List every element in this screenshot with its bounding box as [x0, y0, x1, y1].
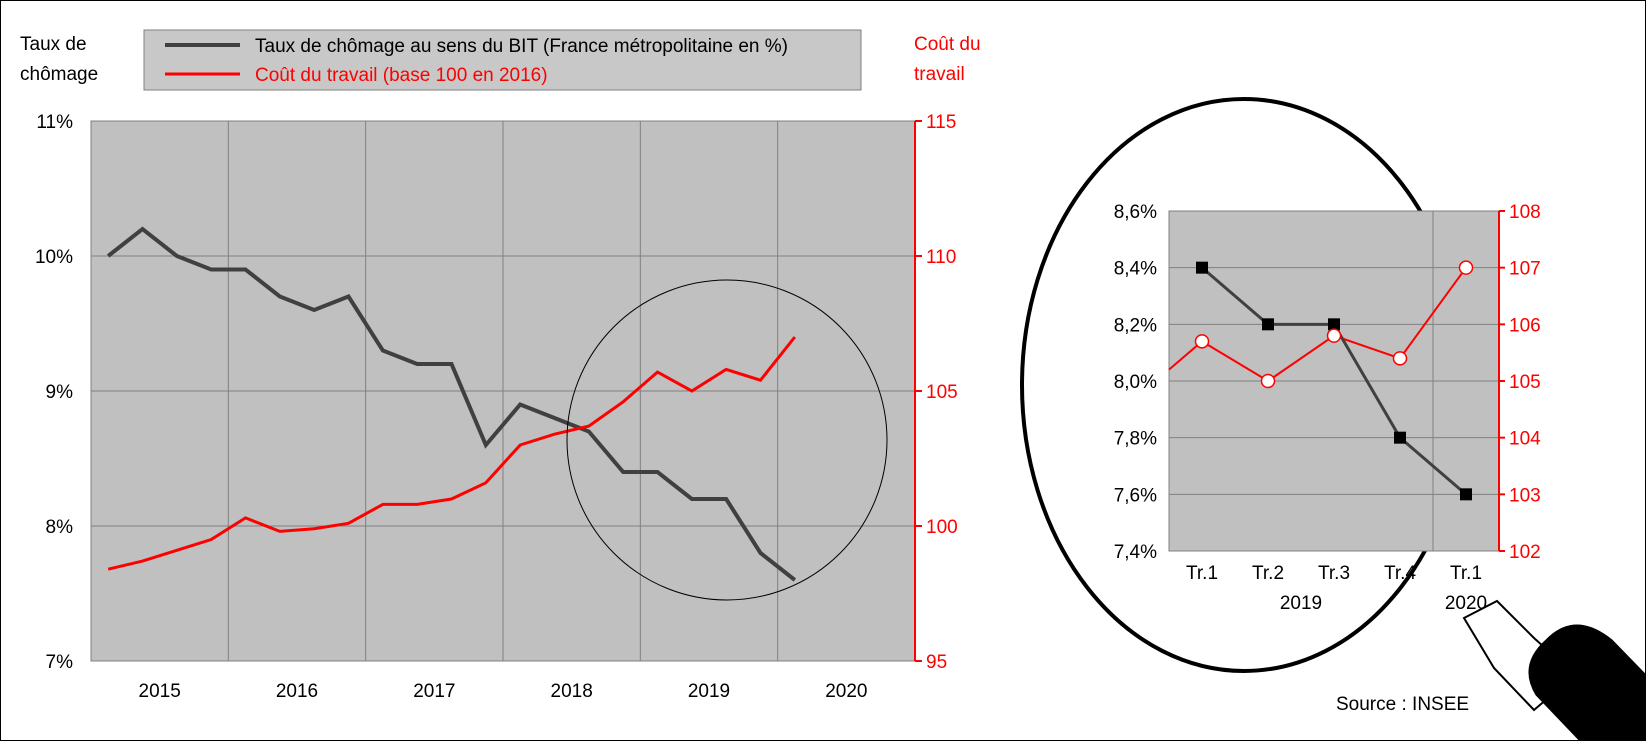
zoom-labour-cost-marker	[1326, 328, 1342, 343]
zoom-x-tick-label: Tr.3	[1318, 563, 1350, 584]
main-series-unemployment-line	[106, 226, 797, 582]
source-note: Source : INSEE	[1336, 694, 1469, 715]
zoom-right-tick-label: 103	[1509, 485, 1541, 506]
zoom-x-tick-label: Tr.1	[1186, 563, 1218, 584]
left-axis-title-line2: chômage	[20, 64, 98, 85]
zoom-unemployment-marker	[1394, 431, 1406, 444]
main-right-tick-label: 105	[926, 382, 958, 403]
zoom-unemployment-marker	[1262, 318, 1274, 331]
main-series-labour-cost-line	[107, 336, 797, 571]
main-left-tick-label: 10%	[35, 247, 73, 268]
magnifier-handle	[1462, 599, 1646, 741]
main-x-tick-label: 2016	[276, 681, 318, 702]
main-right-tick-label: 95	[926, 652, 947, 673]
magnifier-grip	[1528, 624, 1646, 741]
main-right-tick-label: 115	[926, 112, 956, 133]
zoom-right-tick-label: 102	[1509, 542, 1541, 563]
main-left-tick-label: 8%	[46, 517, 74, 538]
zoom-right-tick-label: 106	[1509, 315, 1541, 336]
zoom-unemployment-marker	[1328, 318, 1340, 331]
legend: Taux de chômage au sens du BIT (France m…	[143, 29, 862, 91]
focus-circle	[566, 279, 888, 601]
zoom-left-tick-label: 8,0%	[1114, 372, 1157, 393]
main-left-tick-label: 11%	[36, 112, 73, 133]
zoom-year-label: 2020	[1445, 593, 1487, 614]
legend-label-unemployment: Taux de chômage au sens du BIT (France m…	[255, 36, 788, 57]
zoom-labour-cost-marker	[1392, 351, 1408, 366]
zoom-right-tick-label: 108	[1509, 202, 1541, 223]
legend-box	[143, 29, 862, 91]
zoom-x-tick-label: Tr.2	[1252, 563, 1284, 584]
main-x-tick-label: 2018	[551, 681, 593, 702]
zoom-right-tick-label: 107	[1509, 259, 1541, 280]
zoom-left-tick-label: 8,6%	[1114, 202, 1157, 223]
zoom-x-tick-label: Tr.1	[1450, 563, 1482, 584]
main-x-tick-label: 2015	[139, 681, 181, 702]
main-x-tick-label: 2017	[413, 681, 455, 702]
zoom-labour-cost-marker	[1194, 334, 1210, 349]
main-left-tick-label: 9%	[46, 382, 74, 403]
zoom-left-tick-label: 8,4%	[1114, 259, 1157, 280]
main-right-tick-label: 110	[926, 247, 956, 268]
main-chart: 7% 8% 9% 10% 11% 2015 2016 2017 2018 2019 2020 95 10…	[35, 112, 958, 702]
left-axis-title-line1: Taux de	[20, 34, 87, 55]
zoom-year-label: 2019	[1280, 593, 1322, 614]
zoom-right-tick-label: 105	[1509, 372, 1541, 393]
zoom-x-tick-label: Tr.4	[1384, 563, 1416, 584]
main-left-tick-label: 7%	[46, 652, 74, 673]
zoom-unemployment-marker	[1460, 488, 1472, 501]
zoom-chart: 7,4% 7,6% 7,8% 8,0% 8,2% 8,4% 8,6% Tr.1 Tr.2 Tr.3…	[1114, 202, 1541, 614]
legend-label-labour-cost: Coût du travail (base 100 en 2016)	[255, 65, 548, 86]
zoom-labour-cost-marker	[1458, 260, 1474, 275]
zoom-right-tick-label: 104	[1509, 429, 1541, 450]
main-x-tick-label: 2019	[688, 681, 730, 702]
zoom-unemployment-marker	[1196, 261, 1208, 274]
main-x-tick-label: 2020	[825, 681, 867, 702]
zoom-left-tick-label: 7,4%	[1114, 542, 1157, 563]
right-axis-title-line1: Coût du	[914, 34, 981, 55]
zoom-left-tick-label: 7,6%	[1114, 485, 1157, 506]
main-right-tick-label: 100	[926, 517, 958, 538]
right-axis-title-line2: travail	[914, 64, 965, 85]
zoom-left-tick-label: 8,2%	[1114, 315, 1157, 336]
zoom-left-tick-label: 7,8%	[1114, 429, 1157, 450]
zoom-labour-cost-marker	[1260, 373, 1276, 389]
